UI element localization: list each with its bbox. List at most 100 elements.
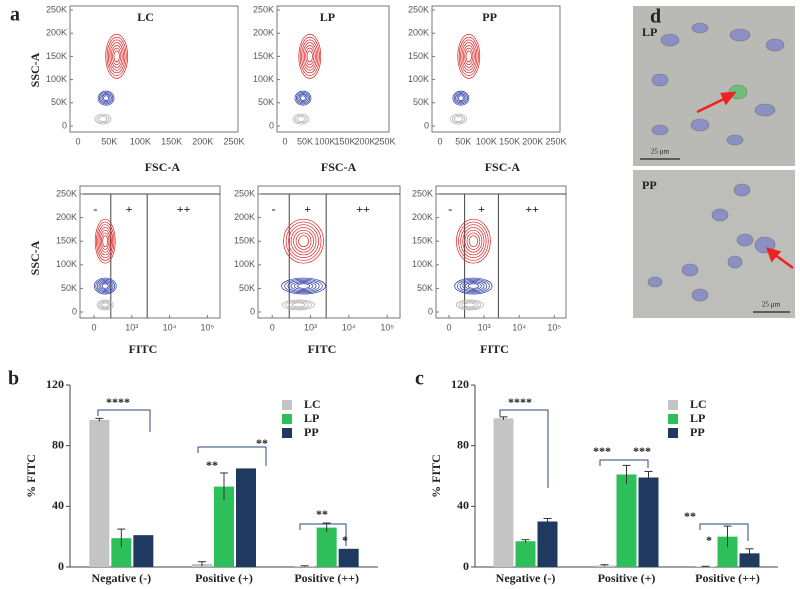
bar (638, 477, 659, 567)
contour (464, 229, 483, 253)
contour (110, 45, 123, 68)
contour (468, 235, 478, 248)
contour (465, 50, 472, 63)
x-tick-label: 250K (545, 136, 566, 146)
contour (464, 302, 476, 308)
contour (457, 278, 490, 294)
significance-label: * (342, 533, 348, 547)
significance-label: ** (256, 436, 268, 450)
contour (101, 283, 109, 289)
axis-label: % FITC (429, 454, 443, 498)
x-tick-label: 50K (297, 136, 313, 146)
bar (89, 419, 110, 567)
legend-swatch (282, 414, 292, 424)
x-tick-label: 100K (130, 136, 151, 146)
contour (101, 94, 111, 103)
gate-label: - (93, 202, 97, 216)
y-tick-label: 150K (408, 51, 429, 61)
y-tick-label: 150K (253, 51, 274, 61)
gate-label: ++ (356, 202, 370, 216)
contour (467, 283, 480, 289)
x-tick-label: Negative (-) (92, 571, 152, 585)
y-tick-label: 250K (234, 188, 255, 198)
scale-label: 25 µm (762, 301, 781, 309)
significance-label: * (706, 533, 712, 547)
x-tick-label: 10⁴ (342, 322, 356, 332)
legend-swatch (282, 400, 292, 410)
contour (285, 300, 312, 310)
contour (452, 114, 465, 124)
contour (288, 224, 319, 259)
plot-frame (276, 5, 390, 133)
contour (458, 300, 482, 310)
contour (301, 39, 319, 74)
contour (460, 224, 487, 259)
contour (94, 218, 116, 264)
plot-frame (257, 185, 401, 319)
x-tick-label: 250K (374, 136, 395, 146)
contour (100, 93, 112, 104)
x-tick-label: 10⁴ (163, 322, 177, 332)
bar (616, 474, 637, 567)
axis-label: FITC (308, 342, 337, 356)
contour (98, 227, 112, 256)
y-tick-label: 100K (234, 259, 255, 269)
gate-label: - (272, 202, 276, 216)
y-tick-label: 50K (51, 97, 67, 107)
x-tick-label: Negative (-) (496, 571, 556, 585)
axis-label: FITC (129, 342, 158, 356)
contour (454, 116, 463, 122)
significance-bracket (699, 523, 749, 541)
y-tick-label: 200K (408, 28, 429, 38)
bar (133, 535, 154, 567)
y-tick-label: 250K (46, 4, 67, 14)
contour (281, 277, 326, 295)
significance-label: *** (593, 444, 611, 458)
contour (296, 283, 311, 289)
contour (299, 95, 307, 101)
axis-label: FSC-A (145, 160, 181, 174)
contour (293, 282, 314, 290)
contour (106, 36, 127, 77)
contour (101, 232, 110, 250)
y-tick-label: 100K (56, 259, 77, 269)
contour (288, 301, 309, 309)
gate-label: ++ (525, 202, 539, 216)
x-tick-label: Positive (+) (195, 571, 253, 585)
arrows (696, 91, 794, 270)
contour (461, 301, 479, 309)
contour (103, 95, 110, 101)
contour (465, 282, 482, 290)
contour (108, 39, 126, 74)
x-tick-label: 0 (91, 322, 96, 332)
x-tick-label: 0 (446, 322, 451, 332)
x-tick-label: 150K (161, 136, 182, 146)
axis-label: SSC-A (28, 240, 42, 275)
x-tick-label: 0 (437, 136, 442, 146)
scale-bars (640, 158, 790, 313)
x-tick-label: 200K (522, 136, 543, 146)
significance-label: ** (206, 458, 218, 472)
bar (739, 553, 760, 567)
contour (295, 91, 311, 105)
contour (298, 34, 322, 79)
legend-swatch (668, 428, 678, 438)
y-tick-label: 50K (258, 97, 274, 107)
x-tick-label: 10⁵ (380, 322, 394, 332)
contour (105, 34, 129, 79)
plot-frame (431, 5, 561, 133)
y-tick-label: 50K (61, 283, 77, 293)
contour (294, 90, 312, 106)
panel-letter: a (10, 4, 20, 26)
y-tick-label: 0 (72, 306, 77, 316)
x-tick-label: 100K (314, 136, 335, 146)
y-tick-label: 250K (408, 4, 429, 14)
y-tick-label: 0 (58, 559, 64, 573)
contour (284, 278, 323, 294)
y-tick-label: 200K (234, 212, 255, 222)
y-tick-label: 80 (457, 437, 469, 451)
contour (456, 94, 466, 103)
contour (94, 113, 112, 125)
scale-label: 25 µm (651, 148, 670, 156)
